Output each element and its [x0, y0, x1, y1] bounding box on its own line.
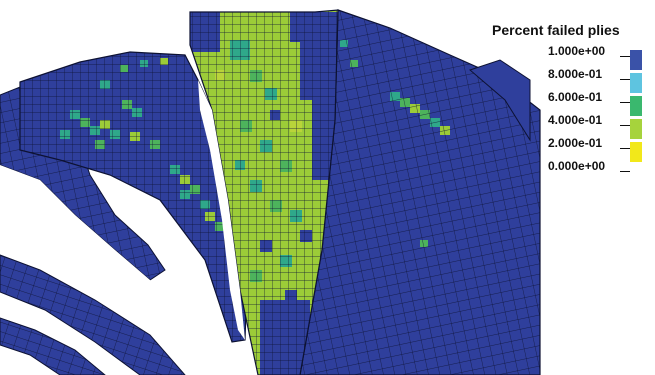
legend-label: 1.000e+00	[548, 44, 606, 58]
legend-swatch-4	[630, 119, 642, 139]
legend-row: 6.000e-01	[490, 90, 650, 116]
legend-tick	[620, 148, 630, 149]
legend-label: 8.000e-01	[548, 67, 603, 81]
blade-left	[19, 51, 249, 343]
legend-row: 1.000e+00	[490, 44, 650, 70]
blade-center	[189, 9, 339, 375]
legend-swatch-2	[630, 73, 642, 93]
blade-right	[299, 9, 541, 375]
legend-label: 4.000e-01	[548, 113, 603, 127]
legend-swatch-1	[630, 50, 642, 70]
blade-bottom-left	[0, 254, 186, 375]
legend-row: 4.000e-01	[490, 113, 650, 139]
legend-tick	[620, 102, 630, 103]
legend-row: 0.000e+00	[490, 159, 650, 177]
legend-tick	[620, 171, 630, 172]
legend-label: 2.000e-01	[548, 136, 603, 150]
legend-title: Percent failed plies	[492, 22, 620, 38]
legend-row: 8.000e-01	[490, 67, 650, 93]
legend-tick	[620, 79, 630, 80]
legend-label: 0.000e+00	[548, 159, 606, 173]
legend: Percent failed plies 1.000e+00 8.000e-01…	[490, 22, 655, 212]
legend-swatch-3	[630, 96, 642, 116]
blade-gaps	[0, 80, 245, 345]
legend-swatch-5	[630, 142, 642, 162]
legend-label: 6.000e-01	[548, 90, 603, 104]
legend-tick	[620, 125, 630, 126]
legend-row: 2.000e-01	[490, 136, 650, 162]
legend-tick	[620, 56, 630, 57]
